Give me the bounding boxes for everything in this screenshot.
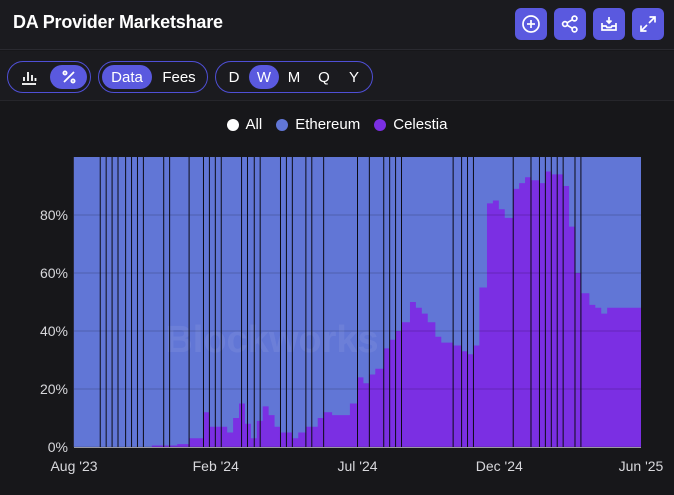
x-tick-label: Feb '24 <box>193 458 239 474</box>
y-tick-label: 80% <box>40 207 68 223</box>
tab-fees[interactable]: Fees <box>162 68 196 86</box>
legend-dot-ethereum <box>276 118 289 131</box>
celestia-area <box>74 171 641 447</box>
x-tick-label: Jul '24 <box>337 458 377 474</box>
legend-dot-celestia <box>374 118 387 131</box>
tab-interval-w[interactable]: W <box>249 65 279 89</box>
y-tick-label: 0% <box>48 439 68 455</box>
tab-interval-q[interactable]: Q <box>318 68 330 86</box>
download-icon <box>601 17 617 31</box>
percent-icon <box>62 70 76 84</box>
share-icon <box>561 15 578 33</box>
chart-legend: All Ethereum Celestia <box>0 116 674 133</box>
metric-tabs: Data Fees <box>98 61 208 93</box>
x-tick-label: Dec '24 <box>476 458 523 474</box>
tab-data[interactable]: Data <box>102 65 152 89</box>
interval-tabs: D W M Q Y <box>215 61 373 93</box>
tab-interval-d[interactable]: D <box>228 68 240 86</box>
page-title: DA Provider Marketshare <box>13 12 223 32</box>
view-toggle <box>7 61 91 93</box>
legend-dot-all <box>226 118 239 131</box>
x-tick-label: Jun '25 <box>619 458 664 474</box>
legend-item-celestia[interactable]: Celestia <box>374 116 447 133</box>
add-button[interactable] <box>515 8 547 40</box>
download-button[interactable] <box>593 8 625 40</box>
bar-chart-icon <box>21 72 36 85</box>
legend-item-all[interactable]: All <box>226 116 263 133</box>
x-tick-label: Aug '23 <box>50 458 97 474</box>
share-button[interactable] <box>554 8 586 40</box>
tab-interval-y[interactable]: Y <box>348 68 359 86</box>
y-tick-label: 40% <box>40 323 68 339</box>
legend-label-ethereum: Ethereum <box>295 116 361 133</box>
bar-chart-view-button[interactable] <box>11 65 46 89</box>
toolbar: Data Fees D W M Q Y <box>0 51 674 101</box>
y-tick-label: 20% <box>40 381 68 397</box>
legend-label-all: All <box>245 116 263 133</box>
expand-icon <box>640 16 656 32</box>
add-icon <box>522 15 540 33</box>
tab-interval-m[interactable]: M <box>287 68 301 86</box>
percent-view-button[interactable] <box>50 65 87 89</box>
marketshare-chart: Blockworks 0% 20% 40% 60% 80% Aug '23 Feb '24 Ju… <box>40 157 664 474</box>
legend-label-celestia: Celestia <box>393 116 448 133</box>
legend-item-ethereum[interactable]: Ethereum <box>276 116 360 133</box>
expand-button[interactable] <box>632 8 664 40</box>
y-tick-label: 60% <box>40 265 68 281</box>
watermark-text: Blockworks <box>165 319 378 361</box>
header: DA Provider Marketshare <box>0 0 674 50</box>
